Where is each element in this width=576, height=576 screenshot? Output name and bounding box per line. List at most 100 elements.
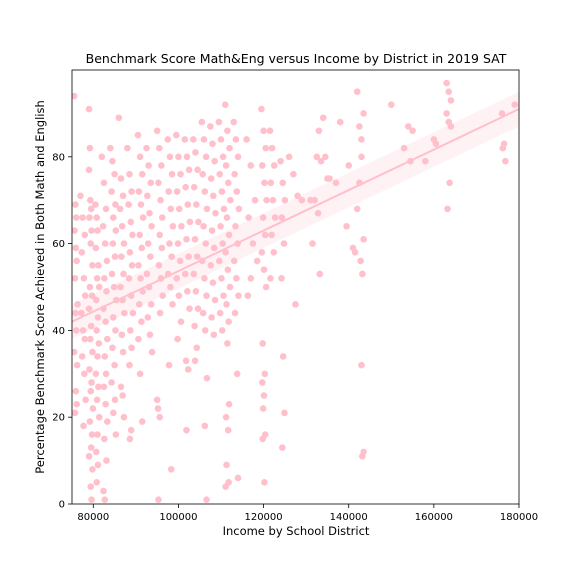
data-point xyxy=(120,413,128,421)
data-point xyxy=(222,483,229,490)
data-point xyxy=(191,322,198,330)
data-point xyxy=(89,465,96,473)
data-point xyxy=(201,188,209,195)
data-point xyxy=(78,248,86,256)
data-point xyxy=(185,253,192,260)
data-point xyxy=(174,240,182,247)
data-point xyxy=(118,331,126,339)
data-point xyxy=(87,322,95,330)
data-point xyxy=(181,136,189,143)
data-point xyxy=(260,392,268,399)
data-point xyxy=(166,240,173,247)
data-point xyxy=(95,413,103,421)
data-point xyxy=(102,370,110,378)
data-point xyxy=(78,309,85,317)
data-point xyxy=(262,283,270,291)
data-point xyxy=(227,196,234,204)
data-point xyxy=(220,205,228,213)
data-point xyxy=(192,149,199,156)
data-point xyxy=(147,253,154,260)
data-point xyxy=(88,496,95,503)
data-point xyxy=(261,479,268,486)
data-point xyxy=(156,231,163,239)
data-point xyxy=(135,301,143,308)
data-point xyxy=(101,435,108,443)
data-point xyxy=(85,166,93,174)
data-point xyxy=(210,192,217,200)
data-point xyxy=(358,361,365,369)
data-point xyxy=(126,248,134,256)
data-point xyxy=(200,222,207,230)
data-point xyxy=(499,144,507,152)
data-point xyxy=(117,175,125,182)
data-point xyxy=(104,418,111,425)
data-point xyxy=(432,140,440,148)
data-point xyxy=(208,227,216,234)
data-point xyxy=(93,327,100,334)
data-point xyxy=(198,118,206,126)
data-point xyxy=(405,123,412,130)
data-point xyxy=(443,79,450,87)
data-point xyxy=(145,162,152,169)
data-point xyxy=(322,153,329,161)
x-tick-label: 80000 xyxy=(77,512,109,523)
data-point xyxy=(259,340,267,347)
data-point xyxy=(360,110,367,117)
data-point xyxy=(226,144,233,152)
data-point xyxy=(87,196,94,204)
data-point xyxy=(268,144,276,152)
data-point xyxy=(262,144,270,152)
data-point xyxy=(72,227,78,234)
data-point xyxy=(182,357,190,365)
data-point xyxy=(127,327,134,334)
data-point xyxy=(279,444,286,451)
data-point xyxy=(94,431,101,438)
data-point xyxy=(138,318,145,326)
data-point xyxy=(111,361,118,369)
data-point xyxy=(112,227,120,234)
data-point xyxy=(103,457,110,464)
data-point xyxy=(88,227,95,234)
data-point xyxy=(225,231,233,239)
data-point xyxy=(126,170,133,178)
data-point xyxy=(268,231,275,239)
data-point xyxy=(86,214,93,221)
data-point xyxy=(77,192,84,200)
data-point xyxy=(95,262,102,269)
data-point xyxy=(94,353,101,360)
data-point xyxy=(251,196,259,204)
data-point xyxy=(186,305,193,313)
data-point xyxy=(233,370,241,378)
data-point xyxy=(223,214,231,221)
data-point xyxy=(72,327,80,334)
data-point xyxy=(271,214,279,221)
data-point xyxy=(444,205,451,213)
data-point xyxy=(259,405,267,412)
data-point xyxy=(353,88,361,95)
data-point xyxy=(87,483,95,490)
data-point xyxy=(298,196,306,204)
data-point xyxy=(313,153,321,161)
data-point xyxy=(191,357,199,365)
data-point xyxy=(169,222,177,230)
data-point xyxy=(258,105,265,113)
data-point xyxy=(177,318,185,326)
data-point xyxy=(79,214,86,221)
data-point xyxy=(359,452,366,460)
data-point xyxy=(147,179,155,187)
data-point xyxy=(224,426,232,434)
data-point xyxy=(127,426,135,434)
data-point xyxy=(203,292,210,299)
data-point xyxy=(218,188,226,195)
data-point xyxy=(183,426,190,434)
data-point xyxy=(222,248,229,256)
data-point xyxy=(72,309,79,317)
data-point xyxy=(422,157,429,165)
data-point xyxy=(175,205,183,213)
data-point xyxy=(200,136,208,143)
data-point xyxy=(184,201,192,208)
data-point xyxy=(203,205,211,213)
data-point xyxy=(153,127,161,135)
data-point xyxy=(156,309,164,317)
data-point xyxy=(93,479,100,486)
